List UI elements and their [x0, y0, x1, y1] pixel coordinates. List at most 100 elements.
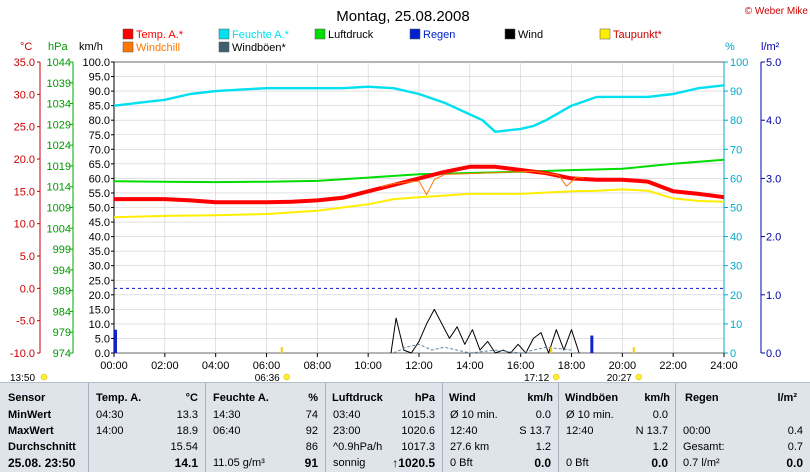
legend-label: Temp. A.* [136, 29, 184, 41]
x-tick-label: 20:00 [609, 360, 637, 372]
celsius-tick-label: 10.0 [14, 219, 35, 231]
legend-swatch [122, 28, 134, 40]
series-line-0 [113, 84, 725, 134]
hpa-tick-label: 1019 [47, 161, 71, 173]
wind-unit: km/h [527, 392, 553, 404]
gust-unit: km/h [644, 392, 670, 404]
temp-row-3-value: 14.1 [174, 456, 198, 470]
rain-tick-label: 3.0 [766, 173, 781, 185]
temp-row-0-value: 13.3 [176, 409, 198, 421]
legend-swatch [218, 28, 230, 40]
col-wind: Wind km/h Ø 10 min. 0.0 12:40 S 13.7 27.6 km… [442, 383, 559, 472]
celsius-tick-label: 20.0 [14, 154, 35, 166]
pressure-row-0-label: 03:40 [333, 409, 361, 421]
rain-row-2-label: Gesamt: [683, 441, 725, 453]
gust-row-1-value: N 13.7 [635, 425, 668, 437]
kmh-tick-label: 0.0 [95, 348, 110, 360]
celsius-tick-label: 30.0 [14, 89, 35, 101]
chart-title: Montag, 25.08.2008 [336, 8, 469, 25]
series-line-3 [380, 170, 585, 196]
wind-row-0-label: Ø 10 min. [450, 409, 498, 421]
rain-header: Regen [685, 392, 719, 404]
hpa-tick-label: 1029 [47, 119, 71, 131]
series-layer [113, 84, 725, 354]
humidity-row-2-value: 86 [305, 441, 318, 453]
wind-row-1-value: S 13.7 [519, 425, 551, 437]
pressure-unit: hPa [414, 392, 435, 404]
series-line-4 [113, 188, 725, 219]
celsius-tick-label: 35.0 [14, 57, 35, 69]
wind-header: Wind [449, 392, 476, 404]
sun-time-label: 20:27 [607, 373, 632, 382]
kmh-tick-label: 70.0 [89, 144, 110, 156]
col-gust: Windböen km/h Ø 10 min. 0.0 12:40 N 13.7 1.2… [558, 383, 676, 472]
percent-tick-label: 20 [730, 290, 742, 302]
gust-row-0-value: 0.0 [652, 409, 668, 421]
copyright-text: © Weber Mike [745, 6, 809, 17]
row-label-max: MaxWert [8, 425, 54, 437]
row-label-current: 25.08. 23:50 [8, 456, 76, 470]
rain-bar [114, 329, 117, 353]
x-tick-label: 14:00 [456, 360, 484, 372]
legend-swatch [599, 28, 611, 40]
pressure-row-2-label: ^0.9hPa/h [333, 441, 383, 453]
temp-header: Temp. A. [96, 392, 142, 404]
row-label-avg: Durchschnitt [8, 441, 76, 453]
kmh-tick-label: 20.0 [89, 290, 110, 302]
sun-icon [283, 373, 290, 381]
celsius-tick-label: 5.0 [20, 251, 35, 263]
gust-header: Windböen [565, 392, 619, 404]
legend-label: Luftdruck [328, 29, 374, 41]
x-tick-label: 06:00 [253, 360, 281, 372]
temp-row-1-value: 18.9 [176, 425, 198, 437]
footer-left-time: 13:50 [10, 373, 35, 382]
legend-swatch [314, 28, 326, 40]
x-tick-label: 04:00 [202, 360, 230, 372]
kmh-tick-label: 10.0 [89, 319, 110, 331]
hpa-tick-label: 1004 [47, 223, 71, 235]
celsius-tick-label: -5.0 [16, 316, 35, 328]
hpa-tick-label: 1024 [47, 140, 71, 152]
sun-icon [635, 373, 643, 381]
col-humidity: Feuchte A. % 14:30 74 06:40 92 86 11.05 g/m³ 9… [205, 383, 326, 472]
pressure-row-3-value: ↑1020.5 [392, 456, 435, 470]
row-label-min: MinWert [8, 409, 52, 421]
unit-hpa: hPa [48, 41, 68, 53]
x-tick-label: 18:00 [558, 360, 586, 372]
gust-row-1-label: 12:40 [566, 425, 594, 437]
pressure-row-1-value: 1020.6 [401, 425, 435, 437]
hpa-tick-label: 999 [53, 244, 71, 256]
pressure-row-3-label: sonnig [333, 457, 366, 469]
series-line-gust [393, 343, 572, 354]
hpa-tick-label: 994 [53, 265, 71, 277]
humidity-row-3-label: 11.05 g/m³ [213, 457, 265, 469]
percent-tick-label: 50 [730, 203, 742, 215]
temp-unit: °C [185, 392, 198, 404]
x-tick-label: 02:00 [151, 360, 179, 372]
kmh-tick-label: 75.0 [89, 130, 110, 142]
marks-layer: 06:36 20:27 17:12 [40, 329, 643, 382]
kmh-tick-label: 95.0 [89, 72, 110, 84]
gust-row-3-label: 0 Bft [566, 457, 589, 469]
kmh-tick-label: 65.0 [89, 159, 110, 171]
humidity-row-0-label: 14:30 [213, 409, 241, 421]
percent-tick-label: 10 [730, 319, 742, 331]
celsius-tick-label: 25.0 [14, 122, 35, 134]
kmh-tick-label: 30.0 [89, 261, 110, 273]
x-tick-label: 08:00 [304, 360, 332, 372]
temp-row-1-label: 14:00 [96, 425, 124, 437]
col-temp: Temp. A. °C 04:30 13.3 14:00 18.9 15.54 14.1 [88, 383, 206, 472]
kmh-tick-label: 15.0 [89, 304, 110, 316]
percent-tick-label: 60 [730, 173, 742, 185]
kmh-tick-label: 25.0 [89, 275, 110, 287]
pressure-row-0-value: 1015.3 [401, 409, 435, 421]
row-label-sensor: Sensor [8, 392, 46, 404]
gust-row-3-value: 0.0 [651, 456, 668, 470]
wind-row-2-value: 1.2 [535, 441, 551, 453]
celsius-tick-label: 15.0 [14, 186, 35, 198]
legend-label: Taupunkt* [613, 29, 663, 41]
kmh-tick-label: 40.0 [89, 232, 110, 244]
col-pressure: Luftdruck hPa 03:40 1015.3 23:00 1020.6 ^0.9… [325, 383, 443, 472]
legend-swatch [409, 28, 421, 40]
legend-swatch [122, 41, 134, 53]
